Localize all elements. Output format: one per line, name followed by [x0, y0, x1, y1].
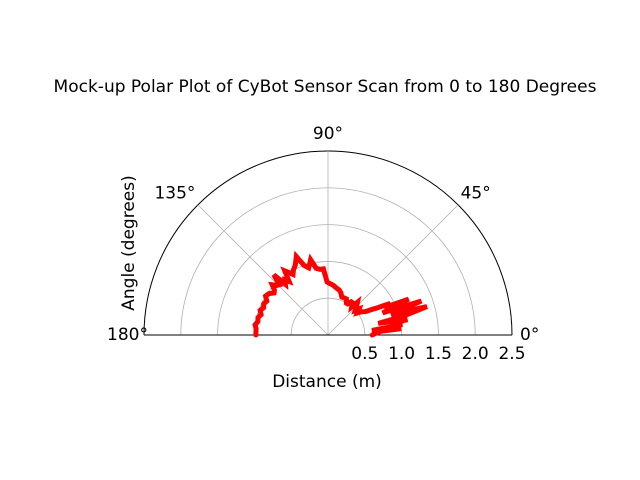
- angle-tick-label: 135°: [154, 183, 195, 203]
- x-axis-label: Distance (m): [272, 372, 382, 392]
- radial-tick-label: 2.0: [462, 344, 489, 364]
- angle-tick-label: 180°: [107, 325, 148, 345]
- radial-tick-label: 1.0: [388, 344, 415, 364]
- radial-tick-label: 0.5: [351, 344, 378, 364]
- radial-tick-label: 2.5: [498, 344, 525, 364]
- polar-grid: [143, 150, 513, 336]
- angular-grid-line: [327, 204, 459, 336]
- angle-tick-label: 90°: [313, 124, 343, 144]
- tick-labels: 0° 45° 90° 135° 180° 0.5 1.0 1.5 2.0 2.5: [107, 124, 539, 364]
- radial-tick-label: 1.5: [425, 344, 452, 364]
- angle-tick-label: 0°: [520, 325, 539, 345]
- data-series-group: [252, 250, 428, 338]
- series-line: [252, 250, 428, 338]
- chart-title: Mock-up Polar Plot of CyBot Sensor Scan …: [54, 77, 597, 97]
- angular-grid-line: [197, 204, 329, 336]
- angle-tick-label: 45°: [461, 183, 491, 203]
- y-axis-label: Angle (degrees): [119, 175, 139, 310]
